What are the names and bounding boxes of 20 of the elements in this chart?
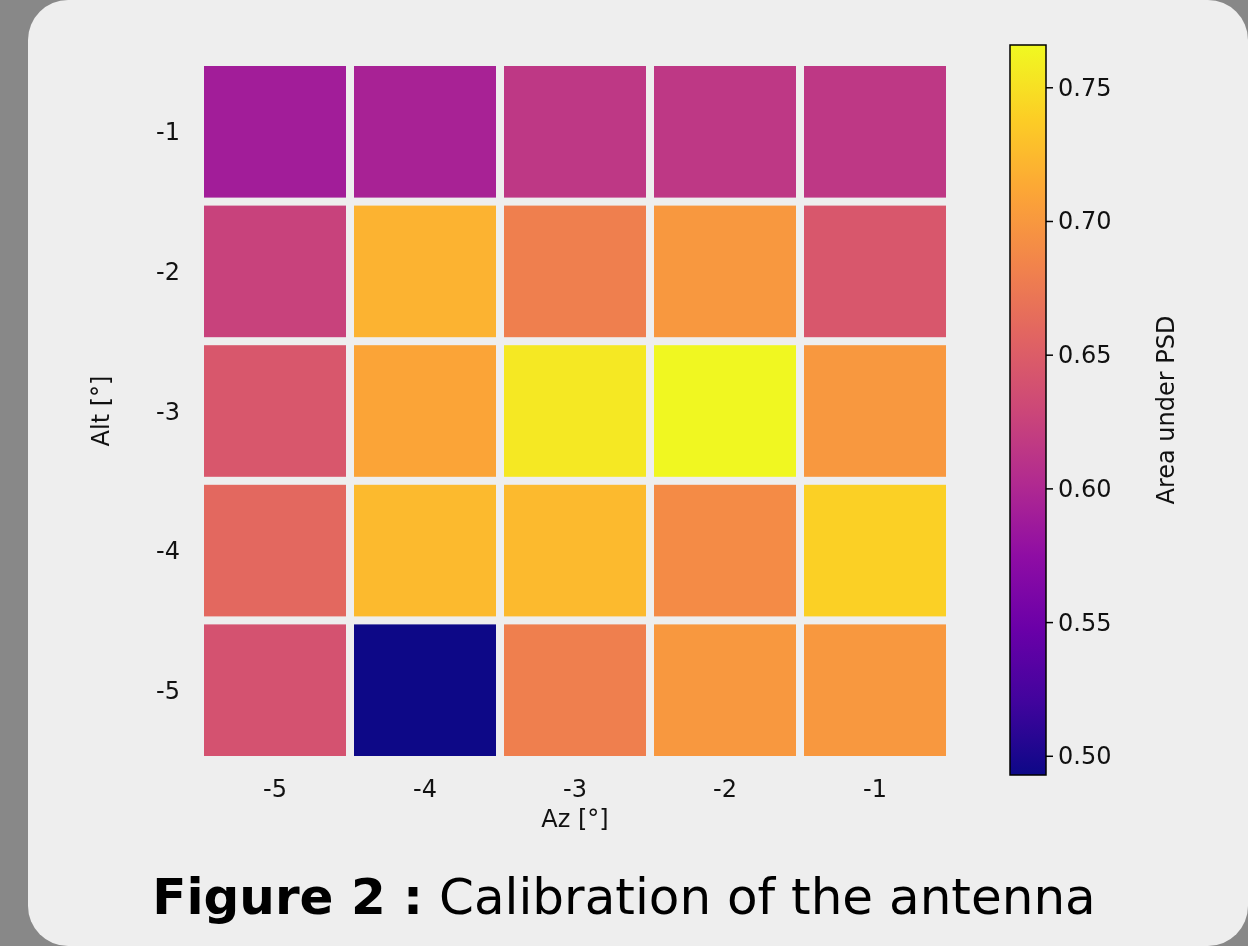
x-tick-label: -3 (563, 775, 587, 804)
color-bar-title: Area under PSD (1152, 315, 1180, 505)
x-tick-label: -4 (413, 775, 437, 804)
color-bar-label: 0.55 (1058, 608, 1112, 637)
y-axis-title: Alt [°] (86, 375, 115, 447)
y-tick-label: -4 (156, 537, 180, 566)
color-bar-label: 0.50 (1058, 742, 1112, 771)
x-tick-label: -1 (863, 775, 887, 804)
y-tick-label: -1 (156, 118, 180, 147)
y-tick-label: -3 (156, 397, 180, 426)
text: Figure 2 : Calibration of the antenna (151, 868, 1097, 926)
x-tick-label: -2 (713, 775, 737, 804)
color-bar-label: 0.70 (1058, 207, 1112, 236)
color-bar-label: 0.60 (1058, 474, 1112, 503)
x-tick-label: -5 (263, 775, 287, 804)
y-tick-label: -2 (156, 257, 180, 286)
y-tick-label: -5 (156, 676, 180, 705)
x-axis-title: Az [°] (541, 805, 609, 834)
color-bar-label: 0.75 (1058, 73, 1112, 102)
color-bar-label: 0.65 (1058, 341, 1112, 370)
